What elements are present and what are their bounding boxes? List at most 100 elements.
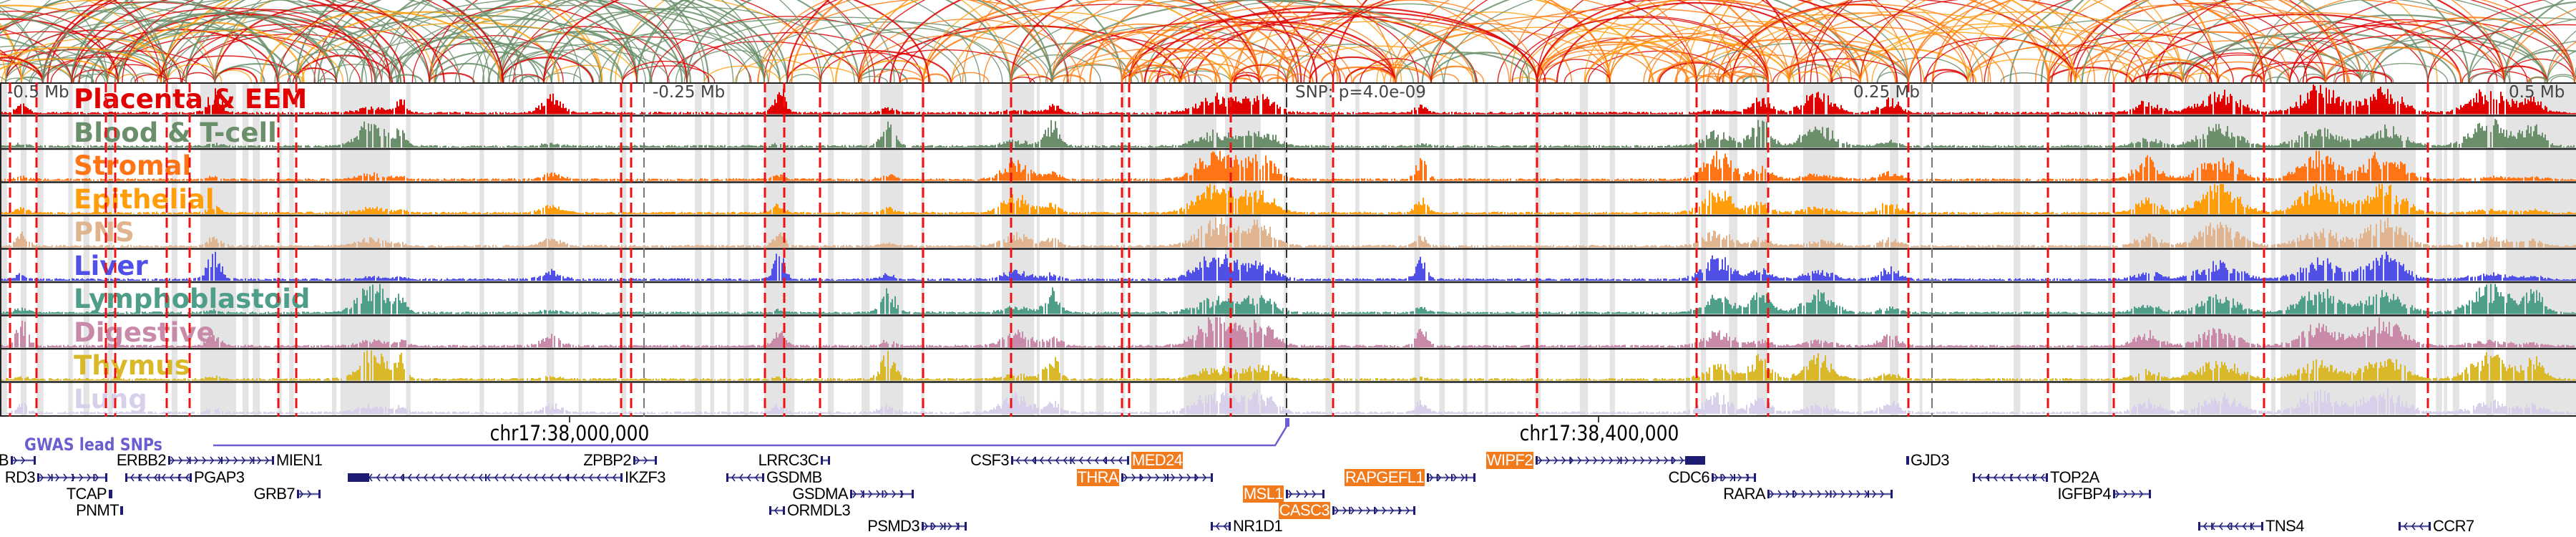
gene-label-top2a[interactable]: TOP2A [2050, 468, 2099, 486]
interaction-arc [1536, 0, 1869, 83]
gene-b[interactable] [11, 456, 36, 465]
gene-label-erbb2[interactable]: ERBB2 [116, 451, 167, 469]
interaction-arc [763, 53, 862, 83]
gene-msl1[interactable] [1286, 490, 1324, 498]
track-label-stromal: Stromal [74, 150, 192, 181]
gene-label-lrrc3c[interactable]: LRRC3C [758, 451, 819, 469]
gwas-lead-snps-label: GWAS lead SNPs [24, 435, 162, 455]
gene-label-med24[interactable]: MED24 [1131, 451, 1184, 469]
interaction-arc [77, 73, 119, 83]
interaction-arc [1731, 26, 2005, 83]
gene-tns4[interactable] [2198, 522, 2263, 531]
gene-ccr7[interactable] [2399, 522, 2431, 531]
gene-thra[interactable] [1121, 473, 1213, 482]
gene-label-rapgefl1[interactable]: RAPGEFL1 [1344, 468, 1425, 486]
interaction-arc [2125, 0, 2575, 83]
gene-label-casc3[interactable]: CASC3 [1278, 501, 1330, 519]
gene-label-cdc6[interactable]: CDC6 [1668, 468, 1710, 486]
track-label-thymus: Thymus [74, 350, 190, 381]
gene-label-csf3[interactable]: CSF3 [970, 451, 1009, 469]
gene-ikzf3[interactable] [348, 473, 623, 482]
gene-label-zpbp2[interactable]: ZPBP2 [583, 451, 631, 469]
interaction-arc [1788, 14, 1991, 83]
gene-label-nr1d1[interactable]: NR1D1 [1233, 517, 1283, 535]
gene-zpbp2[interactable] [633, 456, 657, 465]
interaction-arc [1383, 26, 1697, 83]
interaction-arc [1286, 73, 1312, 83]
gene-tcap[interactable] [109, 490, 112, 498]
interaction-arc [2216, 68, 2265, 83]
interaction-arc [2250, 37, 2387, 83]
gene-label-grb7[interactable]: GRB7 [253, 485, 295, 503]
interaction-arc [125, 0, 168, 83]
gene-igfbp4[interactable] [2113, 490, 2151, 498]
gene-label-msl1[interactable]: MSL1 [1242, 485, 1284, 503]
interaction-arc [2503, 0, 2565, 83]
gene-rapgefl1[interactable] [1427, 473, 1475, 482]
gene-label-mien1[interactable]: MIEN1 [276, 451, 323, 469]
interaction-arc [1584, 39, 1790, 83]
gene-label-ikzf3[interactable]: IKZF3 [625, 468, 666, 486]
interaction-arc [1430, 0, 1853, 83]
gene-label-gsdma[interactable]: GSDMA [792, 485, 848, 503]
gene-psmd3[interactable] [922, 522, 967, 531]
signal-track-pns [0, 217, 2576, 248]
gene-label-rara[interactable]: RARA [1723, 485, 1765, 503]
gene-label-pgap3[interactable]: PGAP3 [194, 468, 245, 486]
interaction-arc [1556, 1, 1833, 83]
interaction-arc [1169, 70, 1231, 83]
gene-wipf2[interactable] [1536, 456, 1705, 465]
gene-label-psmd3[interactable]: PSMD3 [867, 517, 919, 535]
interaction-arc [1509, 0, 1909, 83]
interaction-arc [2181, 32, 2457, 83]
interaction-arc [1860, 0, 2160, 83]
interaction-arc [1707, 0, 2049, 83]
gene-csf3[interactable] [1011, 456, 1129, 465]
gene-label-tns4[interactable]: TNS4 [2265, 517, 2304, 535]
gene-gsdmb[interactable] [726, 473, 764, 482]
gene-label-wipf2[interactable]: WIPF2 [1485, 451, 1533, 469]
interaction-arc [1987, 0, 2505, 83]
gene-nr1d1[interactable] [1211, 522, 1231, 531]
gene-label-ormdl3[interactable]: ORMDL3 [787, 501, 851, 519]
gene-rd3[interactable] [37, 473, 107, 482]
interaction-arc [2302, 19, 2505, 83]
interaction-arc [292, 67, 337, 83]
interaction-arc [0, 36, 73, 83]
gene-casc3[interactable] [1332, 506, 1415, 515]
axis-label-0.25mb: 0.25 Mb [1853, 83, 1920, 102]
gene-label-rd3[interactable]: RD3 [4, 468, 36, 486]
gene-label-pnmt[interactable]: PNMT [76, 501, 119, 519]
chromatin-interaction-arcs [0, 0, 2576, 83]
interaction-arc [1536, 23, 1757, 83]
gene-label-igfbp4[interactable]: IGFBP4 [2057, 485, 2111, 503]
gene-rara[interactable] [1767, 490, 1893, 498]
gene-gjd3[interactable] [1906, 456, 1909, 465]
gene-label-ccr7[interactable]: CCR7 [2433, 517, 2474, 535]
gene-label-gsdmb[interactable]: GSDMB [766, 468, 822, 486]
interaction-arc [1563, 67, 1611, 83]
gene-pgap3[interactable] [125, 473, 192, 482]
interaction-arc [42, 1, 280, 83]
interaction-arc [1831, 77, 1860, 83]
interaction-arc [951, 51, 1041, 83]
interaction-arc [2124, 59, 2220, 83]
gene-gsdma[interactable] [850, 490, 914, 498]
gene-grb7[interactable] [297, 490, 321, 498]
gene-label-tcap[interactable]: TCAP [66, 485, 107, 503]
interaction-arc [1509, 77, 1538, 83]
interaction-arc [113, 0, 162, 83]
signal-track-lymphoblastoid [0, 284, 2576, 314]
interaction-arc [2154, 72, 2184, 83]
interaction-arc [2324, 69, 2393, 83]
gene-lrrc3c[interactable] [821, 456, 830, 465]
gene-cdc6[interactable] [1712, 473, 1756, 482]
interaction-arc [163, 77, 187, 83]
gene-label-b[interactable]: B [0, 451, 9, 469]
gene-top2a[interactable] [1973, 473, 2048, 482]
gene-label-thra[interactable]: THRA [1076, 468, 1119, 486]
gene-pnmt[interactable] [120, 506, 123, 515]
gene-ormdl3[interactable] [769, 506, 785, 515]
gene-label-gjd3[interactable]: GJD3 [1911, 451, 1949, 469]
gene-erbb2[interactable] [168, 456, 274, 465]
